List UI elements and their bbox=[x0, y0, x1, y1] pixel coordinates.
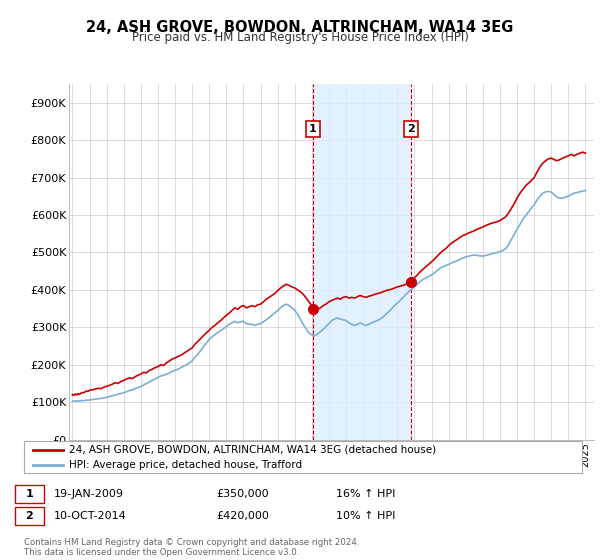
Text: 2: 2 bbox=[26, 511, 33, 521]
Text: Price paid vs. HM Land Registry's House Price Index (HPI): Price paid vs. HM Land Registry's House … bbox=[131, 31, 469, 44]
Text: 24, ASH GROVE, BOWDON, ALTRINCHAM, WA14 3EG: 24, ASH GROVE, BOWDON, ALTRINCHAM, WA14 … bbox=[86, 20, 514, 35]
Text: 10% ↑ HPI: 10% ↑ HPI bbox=[336, 511, 395, 521]
Text: £350,000: £350,000 bbox=[216, 489, 269, 499]
Text: Contains HM Land Registry data © Crown copyright and database right 2024.
This d: Contains HM Land Registry data © Crown c… bbox=[24, 538, 359, 557]
Text: 1: 1 bbox=[26, 489, 33, 499]
Text: HPI: Average price, detached house, Trafford: HPI: Average price, detached house, Traf… bbox=[69, 460, 302, 470]
Text: 2: 2 bbox=[407, 124, 415, 134]
Text: 24, ASH GROVE, BOWDON, ALTRINCHAM, WA14 3EG (detached house): 24, ASH GROVE, BOWDON, ALTRINCHAM, WA14 … bbox=[69, 445, 436, 455]
Text: 10-OCT-2014: 10-OCT-2014 bbox=[54, 511, 127, 521]
Text: £420,000: £420,000 bbox=[216, 511, 269, 521]
Text: 1: 1 bbox=[309, 124, 317, 134]
Text: 19-JAN-2009: 19-JAN-2009 bbox=[54, 489, 124, 499]
Bar bbox=[313, 84, 410, 440]
Text: 16% ↑ HPI: 16% ↑ HPI bbox=[336, 489, 395, 499]
